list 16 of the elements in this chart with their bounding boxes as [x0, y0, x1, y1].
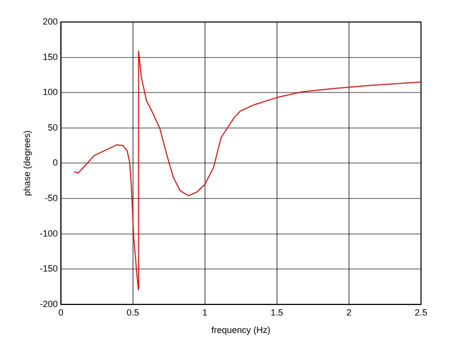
x-tick-label: 2.5: [414, 307, 428, 318]
x-tick-label: 0.5: [126, 307, 140, 318]
x-tick-label: 1.5: [270, 307, 284, 318]
x-tick-label: 1: [202, 307, 208, 318]
y-tick-label: 150: [42, 52, 58, 62]
y-tick-label: -150: [40, 264, 58, 274]
y-tick-label: 100: [42, 87, 58, 98]
y-tick-label: -200: [40, 298, 58, 309]
y-axis-title: phase (degrees): [22, 130, 32, 196]
y-tick-label: 0: [52, 158, 58, 168]
y-tick-label: -100: [40, 228, 58, 238]
y-tick-label: 200: [42, 16, 58, 26]
y-tick-label: -50: [44, 192, 58, 203]
x-axis-title: frequency (Hz): [211, 325, 270, 336]
y-tick-label: 50: [48, 122, 58, 132]
x-tick-label: 2: [346, 307, 352, 318]
